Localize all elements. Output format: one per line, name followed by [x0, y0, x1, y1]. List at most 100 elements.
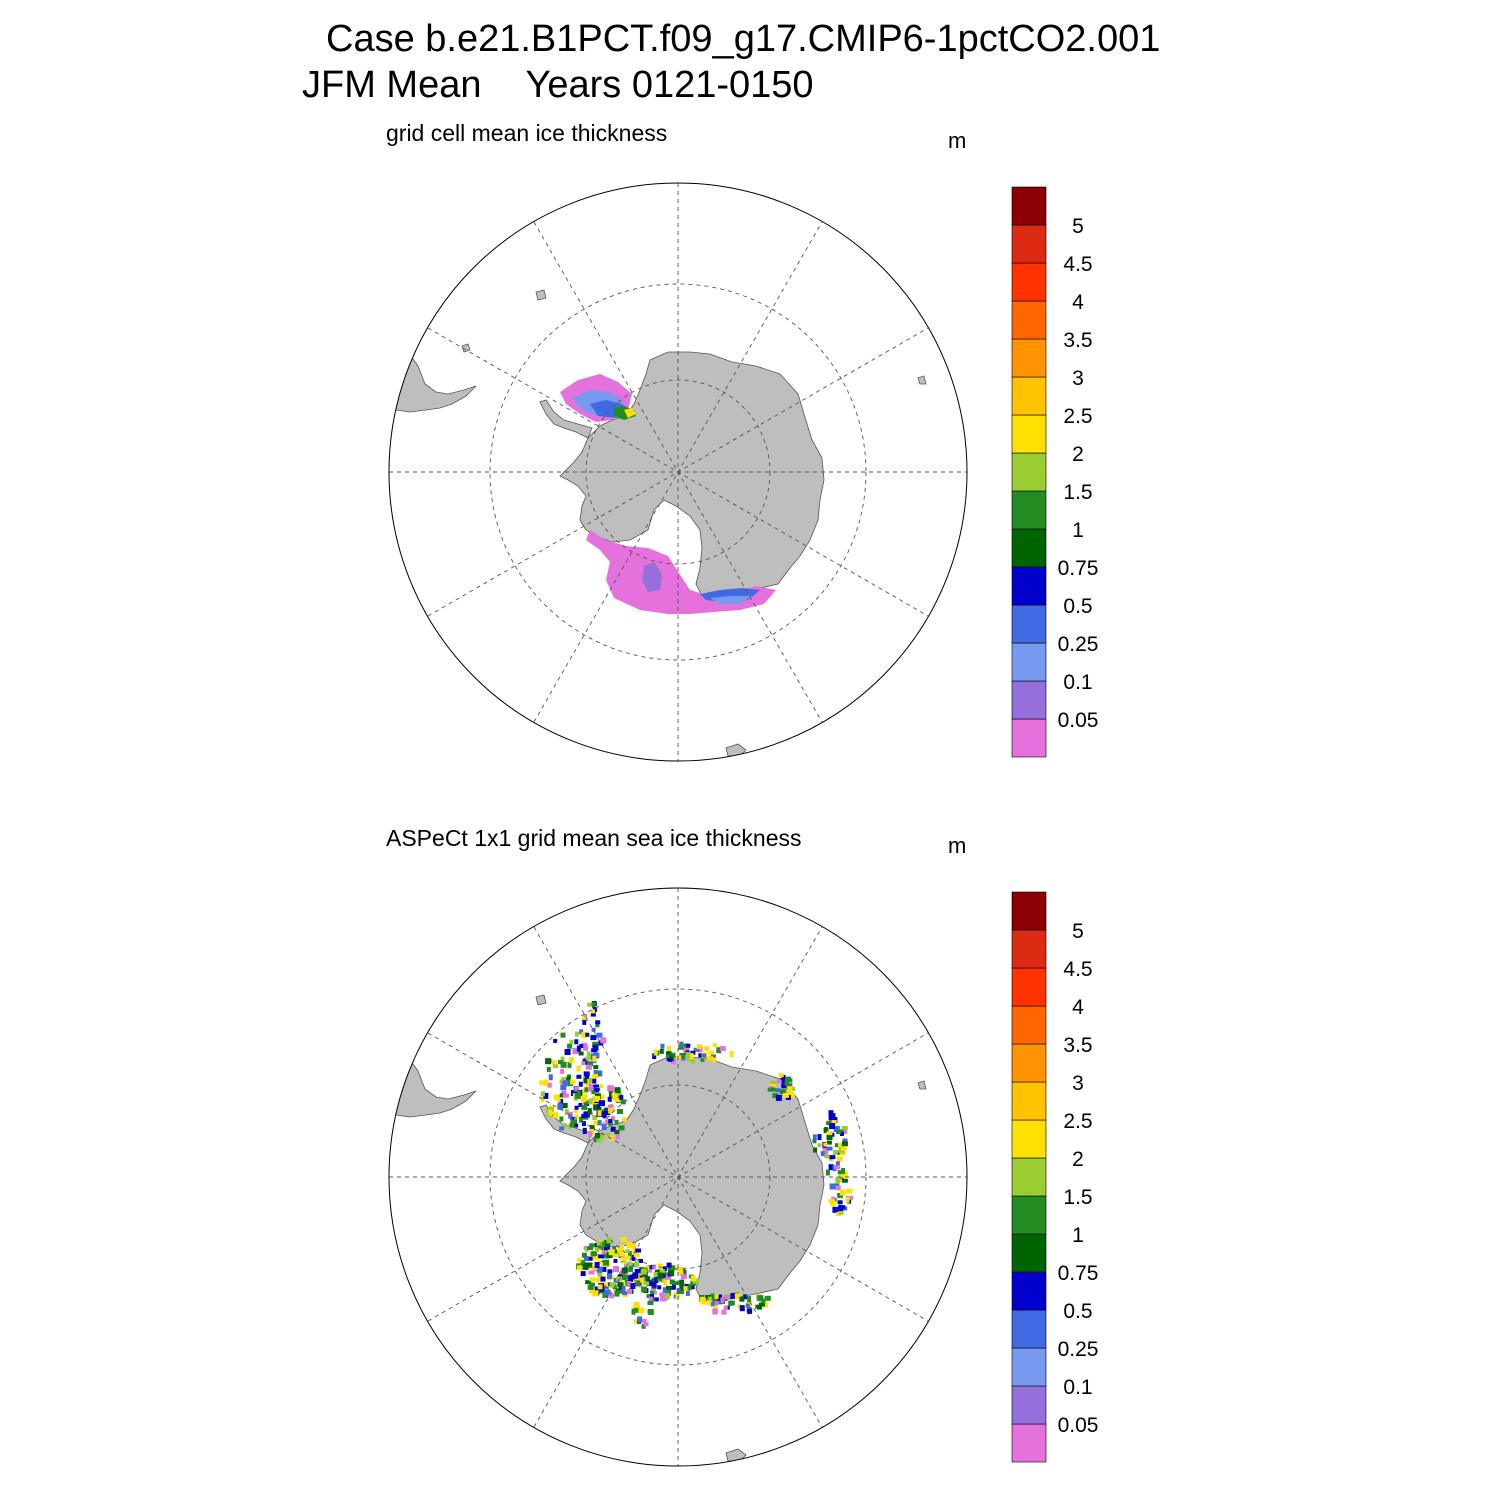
- colorbar-swatch: [1011, 1081, 1047, 1121]
- island: [917, 375, 927, 385]
- observation-cell: [743, 1294, 748, 1300]
- observation-cell: [730, 1293, 736, 1300]
- colorbar-swatch: [1011, 566, 1047, 606]
- observation-cell: [747, 1308, 753, 1314]
- observation-cell: [560, 1056, 565, 1063]
- observation-cell: [581, 1042, 588, 1048]
- observation-cell: [564, 1049, 571, 1055]
- observation-cell: [620, 1237, 627, 1243]
- colorbar-swatch: [1011, 1271, 1047, 1311]
- observation-cell: [591, 1090, 596, 1095]
- observation-cell: [607, 1273, 612, 1280]
- observation-cell: [690, 1283, 695, 1290]
- observation-cell: [617, 1289, 623, 1294]
- observation-cell: [841, 1168, 846, 1174]
- observation-cell: [835, 1177, 841, 1184]
- observation-cell: [625, 1249, 630, 1254]
- observation-cell: [660, 1043, 665, 1049]
- observation-cell: [666, 1286, 672, 1290]
- observation-cell: [584, 1087, 589, 1093]
- observation-cell: [712, 1043, 717, 1048]
- observation-cell: [595, 1278, 601, 1283]
- island: [725, 743, 747, 757]
- observation-cell: [608, 1107, 614, 1114]
- observation-cell: [710, 1300, 715, 1307]
- observation-cell: [608, 1091, 613, 1098]
- observation-cell: [698, 1046, 703, 1053]
- observation-cell: [590, 1012, 596, 1017]
- observation-cell: [832, 1206, 839, 1213]
- observation-cell: [593, 1065, 599, 1070]
- observation-cell: [593, 1052, 600, 1059]
- observation-cell: [812, 1139, 817, 1144]
- observation-cell: [652, 1053, 657, 1060]
- observation-cell: [685, 1056, 691, 1061]
- observation-cell: [634, 1306, 640, 1313]
- observation-cell: [708, 1056, 714, 1061]
- observation-cell: [653, 1272, 659, 1277]
- observation-cell: [557, 1103, 564, 1110]
- observation-cell: [614, 1087, 621, 1094]
- observation-cell: [568, 1057, 574, 1064]
- observation-cell: [830, 1201, 837, 1207]
- observation-cell: [596, 1139, 602, 1144]
- observation-cell: [775, 1088, 781, 1093]
- observation-cell: [590, 1035, 597, 1041]
- observation-cell: [580, 1260, 586, 1267]
- observation-cell: [589, 1243, 596, 1248]
- observation-cell: [570, 1116, 575, 1121]
- observation-cell: [846, 1188, 853, 1194]
- observation-cell: [841, 1205, 846, 1210]
- observation-cell: [627, 1281, 631, 1287]
- observation-cell: [721, 1309, 727, 1315]
- observation-cell: [569, 1039, 574, 1044]
- panel2-title: ASPeCt 1x1 grid mean sea ice thickness: [386, 825, 802, 851]
- observation-cell: [832, 1149, 838, 1155]
- colorbar-swatch: [1011, 642, 1047, 682]
- observation-cell: [723, 1305, 728, 1310]
- colorbar-swatch: [1011, 1119, 1047, 1159]
- colorbar-swatch: [1011, 452, 1047, 492]
- observation-cell: [574, 1039, 579, 1045]
- observation-cell: [553, 1112, 559, 1119]
- observation-cell: [638, 1259, 643, 1263]
- observation-cell: [657, 1263, 663, 1270]
- observation-cell: [574, 1092, 581, 1099]
- observation-cell: [634, 1268, 641, 1273]
- observation-cell: [647, 1309, 654, 1315]
- observation-cell: [585, 1032, 590, 1037]
- colorbar-label: 0.75: [1058, 1262, 1099, 1285]
- observation-cell: [648, 1265, 655, 1270]
- observation-cell: [757, 1295, 764, 1302]
- observation-cell: [559, 1126, 565, 1131]
- observation-cell: [594, 1095, 601, 1102]
- observation-cell: [822, 1150, 829, 1155]
- observation-cell: [621, 1267, 628, 1274]
- observation-cell: [817, 1143, 822, 1148]
- observation-cell: [587, 1246, 594, 1251]
- observation-cell: [711, 1054, 716, 1060]
- observation-cell: [597, 1284, 603, 1290]
- observation-cell: [627, 1289, 632, 1295]
- observation-cell: [559, 1098, 564, 1105]
- observation-cell: [595, 1020, 601, 1025]
- observation-cell: [833, 1126, 840, 1132]
- observation-cell: [669, 1279, 675, 1285]
- observation-cell: [643, 1281, 650, 1286]
- observation-cell: [571, 1119, 577, 1126]
- colorbar-swatch: [1011, 1157, 1047, 1197]
- observation-cell: [599, 1100, 605, 1107]
- colorbar-swatch: [1011, 1005, 1047, 1045]
- observation-cell: [596, 1241, 601, 1246]
- observation-cell: [663, 1279, 668, 1286]
- observation-cell: [594, 1132, 600, 1138]
- observation-cell: [826, 1140, 832, 1145]
- observation-cell: [834, 1165, 841, 1170]
- observation-cell: [612, 1246, 617, 1252]
- observation-cell: [597, 1121, 602, 1126]
- colorbar-swatch: [1011, 1043, 1047, 1083]
- observation-cell: [600, 1134, 605, 1141]
- observation-cell: [551, 1060, 557, 1066]
- observation-cell: [759, 1302, 765, 1307]
- observation-cell: [548, 1109, 553, 1116]
